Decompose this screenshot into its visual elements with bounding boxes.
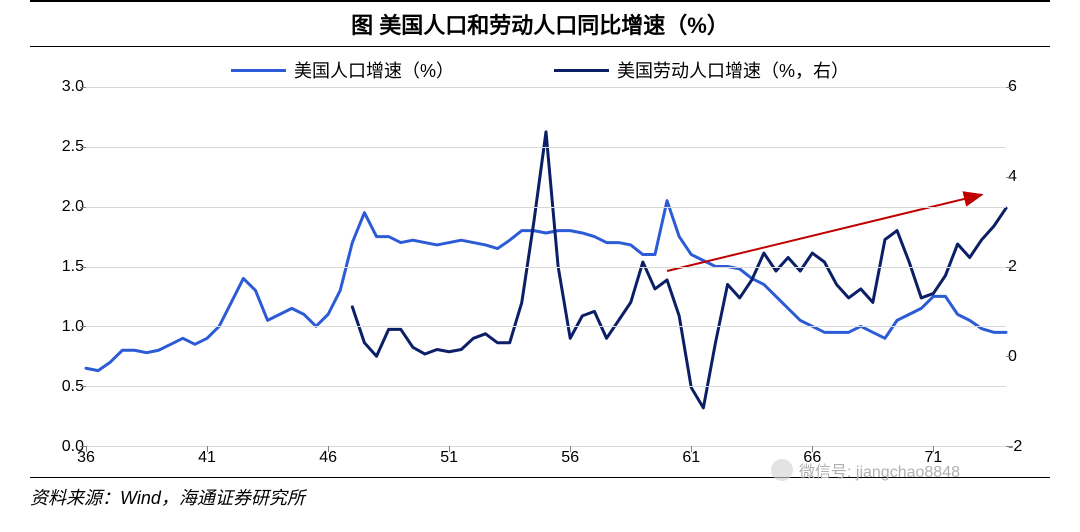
legend-label: 美国人口增速（%） xyxy=(294,57,454,83)
chart-area: 美国人口增速（%） 美国劳动人口增速（%，右） 0.00.51.01.52.02… xyxy=(30,47,1050,477)
legend-swatch xyxy=(554,69,609,72)
legend-label: 美国劳动人口增速（%，右） xyxy=(617,57,849,83)
legend-swatch xyxy=(231,69,286,72)
y-left-axis-labels: 0.00.51.01.52.02.53.0 xyxy=(44,87,84,447)
chart-title-bar: 图 美国人口和劳动人口同比增速（%） xyxy=(30,0,1050,47)
legend-item-population: 美国人口增速（%） xyxy=(231,57,454,83)
watermark-text: 微信号: jiangchao8848 xyxy=(799,458,960,482)
y-right-axis-labels: -20246 xyxy=(1008,87,1036,447)
chart-title: 图 美国人口和劳动人口同比增速（%） xyxy=(351,13,729,38)
watermark: 微信号: jiangchao8848 xyxy=(771,458,960,482)
source-text: 资料来源：Wind，海通证券研究所 xyxy=(30,477,1050,516)
wechat-icon xyxy=(771,459,793,481)
legend: 美国人口增速（%） 美国劳动人口增速（%，右） xyxy=(30,57,1050,83)
legend-item-labor: 美国劳动人口增速（%，右） xyxy=(554,57,849,83)
plot-area xyxy=(86,87,1006,447)
